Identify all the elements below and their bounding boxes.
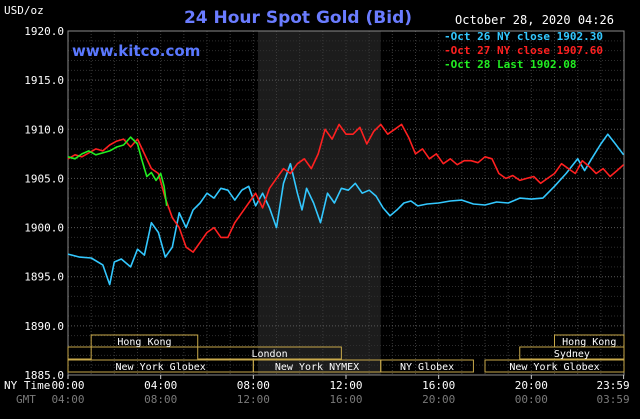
session-label: Hong Kong — [117, 337, 171, 348]
y-tick-label: 1885.0 — [24, 369, 64, 382]
session-label: New York Globex — [116, 362, 206, 373]
y-tick-label: 1905.0 — [24, 172, 64, 185]
chart-title: 24 Hour Spot Gold (Bid) — [184, 8, 412, 28]
x-tick-label-ny: 04:00 — [144, 379, 177, 392]
y-tick-label: 1910.0 — [24, 123, 64, 136]
x-tick-label-ny: 12:00 — [329, 379, 362, 392]
x-tick-label-ny: 16:00 — [422, 379, 455, 392]
session-label: Sydney — [554, 349, 590, 360]
legend-entry: -Oct 28 Last 1902.08 — [444, 58, 576, 71]
x-tick-label-ny: 08:00 — [237, 379, 270, 392]
series-line-1 — [67, 123, 625, 253]
y-tick-label: 1920.0 — [24, 25, 64, 38]
x-tick-label-ny: 00:00 — [51, 379, 84, 392]
timestamp-label: October 28, 2020 04:26 — [455, 13, 614, 27]
x-tick-label-gmt: 08:00 — [144, 393, 177, 406]
nymex-session-highlight — [257, 31, 381, 375]
session-label: London — [251, 349, 287, 360]
session-box — [484, 359, 625, 373]
y-tick-label: 1895.0 — [24, 271, 64, 284]
y-tick-label: 1915.0 — [24, 74, 64, 87]
x-tick-label-gmt: 20:00 — [422, 393, 455, 406]
y-axis-ticks: 1920.0 1915.0 1910.0 1905.0 1900.0 1895.0 1890… — [24, 25, 64, 382]
session-box — [380, 359, 474, 373]
session-label: New York NYMEX — [275, 362, 359, 373]
y-tick-label: 1890.0 — [24, 320, 64, 333]
ny-time-axis-label: NY Time — [4, 379, 50, 392]
session-box — [519, 346, 625, 360]
session-label: New York Globex — [509, 362, 599, 373]
session-label: Hong Kong — [562, 337, 616, 348]
series-line-0 — [67, 133, 625, 286]
brand-label: www.kitco.com — [72, 42, 200, 60]
session-box — [67, 346, 92, 360]
x-tick-label-gmt: 04:00 — [51, 393, 84, 406]
price-series — [67, 123, 625, 286]
session-label: NY Globex — [400, 362, 454, 373]
gmt-axis-label: GMT — [16, 393, 36, 406]
market-sessions: Hong Kong London New York Globex New York N… — [67, 334, 625, 373]
legend-entry: -Oct 27 NY close 1907.60 — [444, 44, 603, 57]
x-tick-label-gmt: 03:59 — [596, 393, 629, 406]
x-tick-label-gmt: 12:00 — [237, 393, 270, 406]
legend: -Oct 26 NY close 1902.30-Oct 27 NY close… — [444, 30, 603, 71]
x-tick-label-gmt: 00:00 — [515, 393, 548, 406]
grid-lines — [67, 30, 625, 376]
x-tick-label-gmt: 16:00 — [329, 393, 362, 406]
legend-entry: -Oct 26 NY close 1902.30 — [444, 30, 603, 43]
y-axis-label: USD/oz — [4, 4, 44, 17]
series-line-2 — [67, 136, 168, 207]
session-box — [90, 334, 199, 348]
x-axis-ticks: 00:0004:0004:0008:0008:0012:0012:0016:00… — [51, 375, 630, 406]
x-tick-label-ny: 23:59 — [596, 379, 629, 392]
x-tick-label-ny: 20:00 — [515, 379, 548, 392]
session-box — [197, 346, 342, 360]
y-tick-label: 1900.0 — [24, 222, 64, 235]
